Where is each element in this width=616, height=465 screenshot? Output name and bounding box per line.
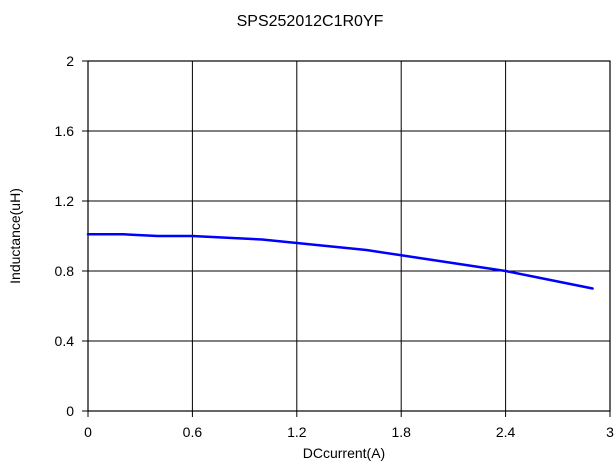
x-tick-label: 3: [606, 424, 614, 440]
series-line: [86, 233, 594, 290]
y-tick-label: 0.8: [55, 263, 75, 279]
x-tick-label: 2.4: [496, 424, 516, 440]
y-axis-label: Inductance(uH): [7, 188, 23, 284]
x-tick-label: 1.2: [287, 424, 307, 440]
y-tick-labels: 0 0.4 0.8 1.2 1.6 2: [55, 53, 88, 419]
y-tick-label: 0.4: [55, 333, 75, 349]
series-layer: [86, 233, 594, 290]
y-tick-label: 2: [66, 53, 74, 69]
x-tick-label: 1.8: [391, 424, 411, 440]
x-tick-label: 0.6: [183, 424, 203, 440]
chart-title: SPS252012C1R0YF: [237, 13, 384, 30]
x-axis-label: DCcurrent(A): [303, 445, 385, 461]
x-tick-labels: 0 0.6 1.2 1.8 2.4 3: [84, 411, 614, 440]
grid-lines: [88, 61, 610, 411]
y-tick-label: 1.6: [55, 123, 75, 139]
x-tick-label: 0: [84, 424, 92, 440]
y-tick-label: 1.2: [55, 193, 75, 209]
plot-area-frame: [87, 60, 611, 412]
y-tick-label: 0: [66, 403, 74, 419]
